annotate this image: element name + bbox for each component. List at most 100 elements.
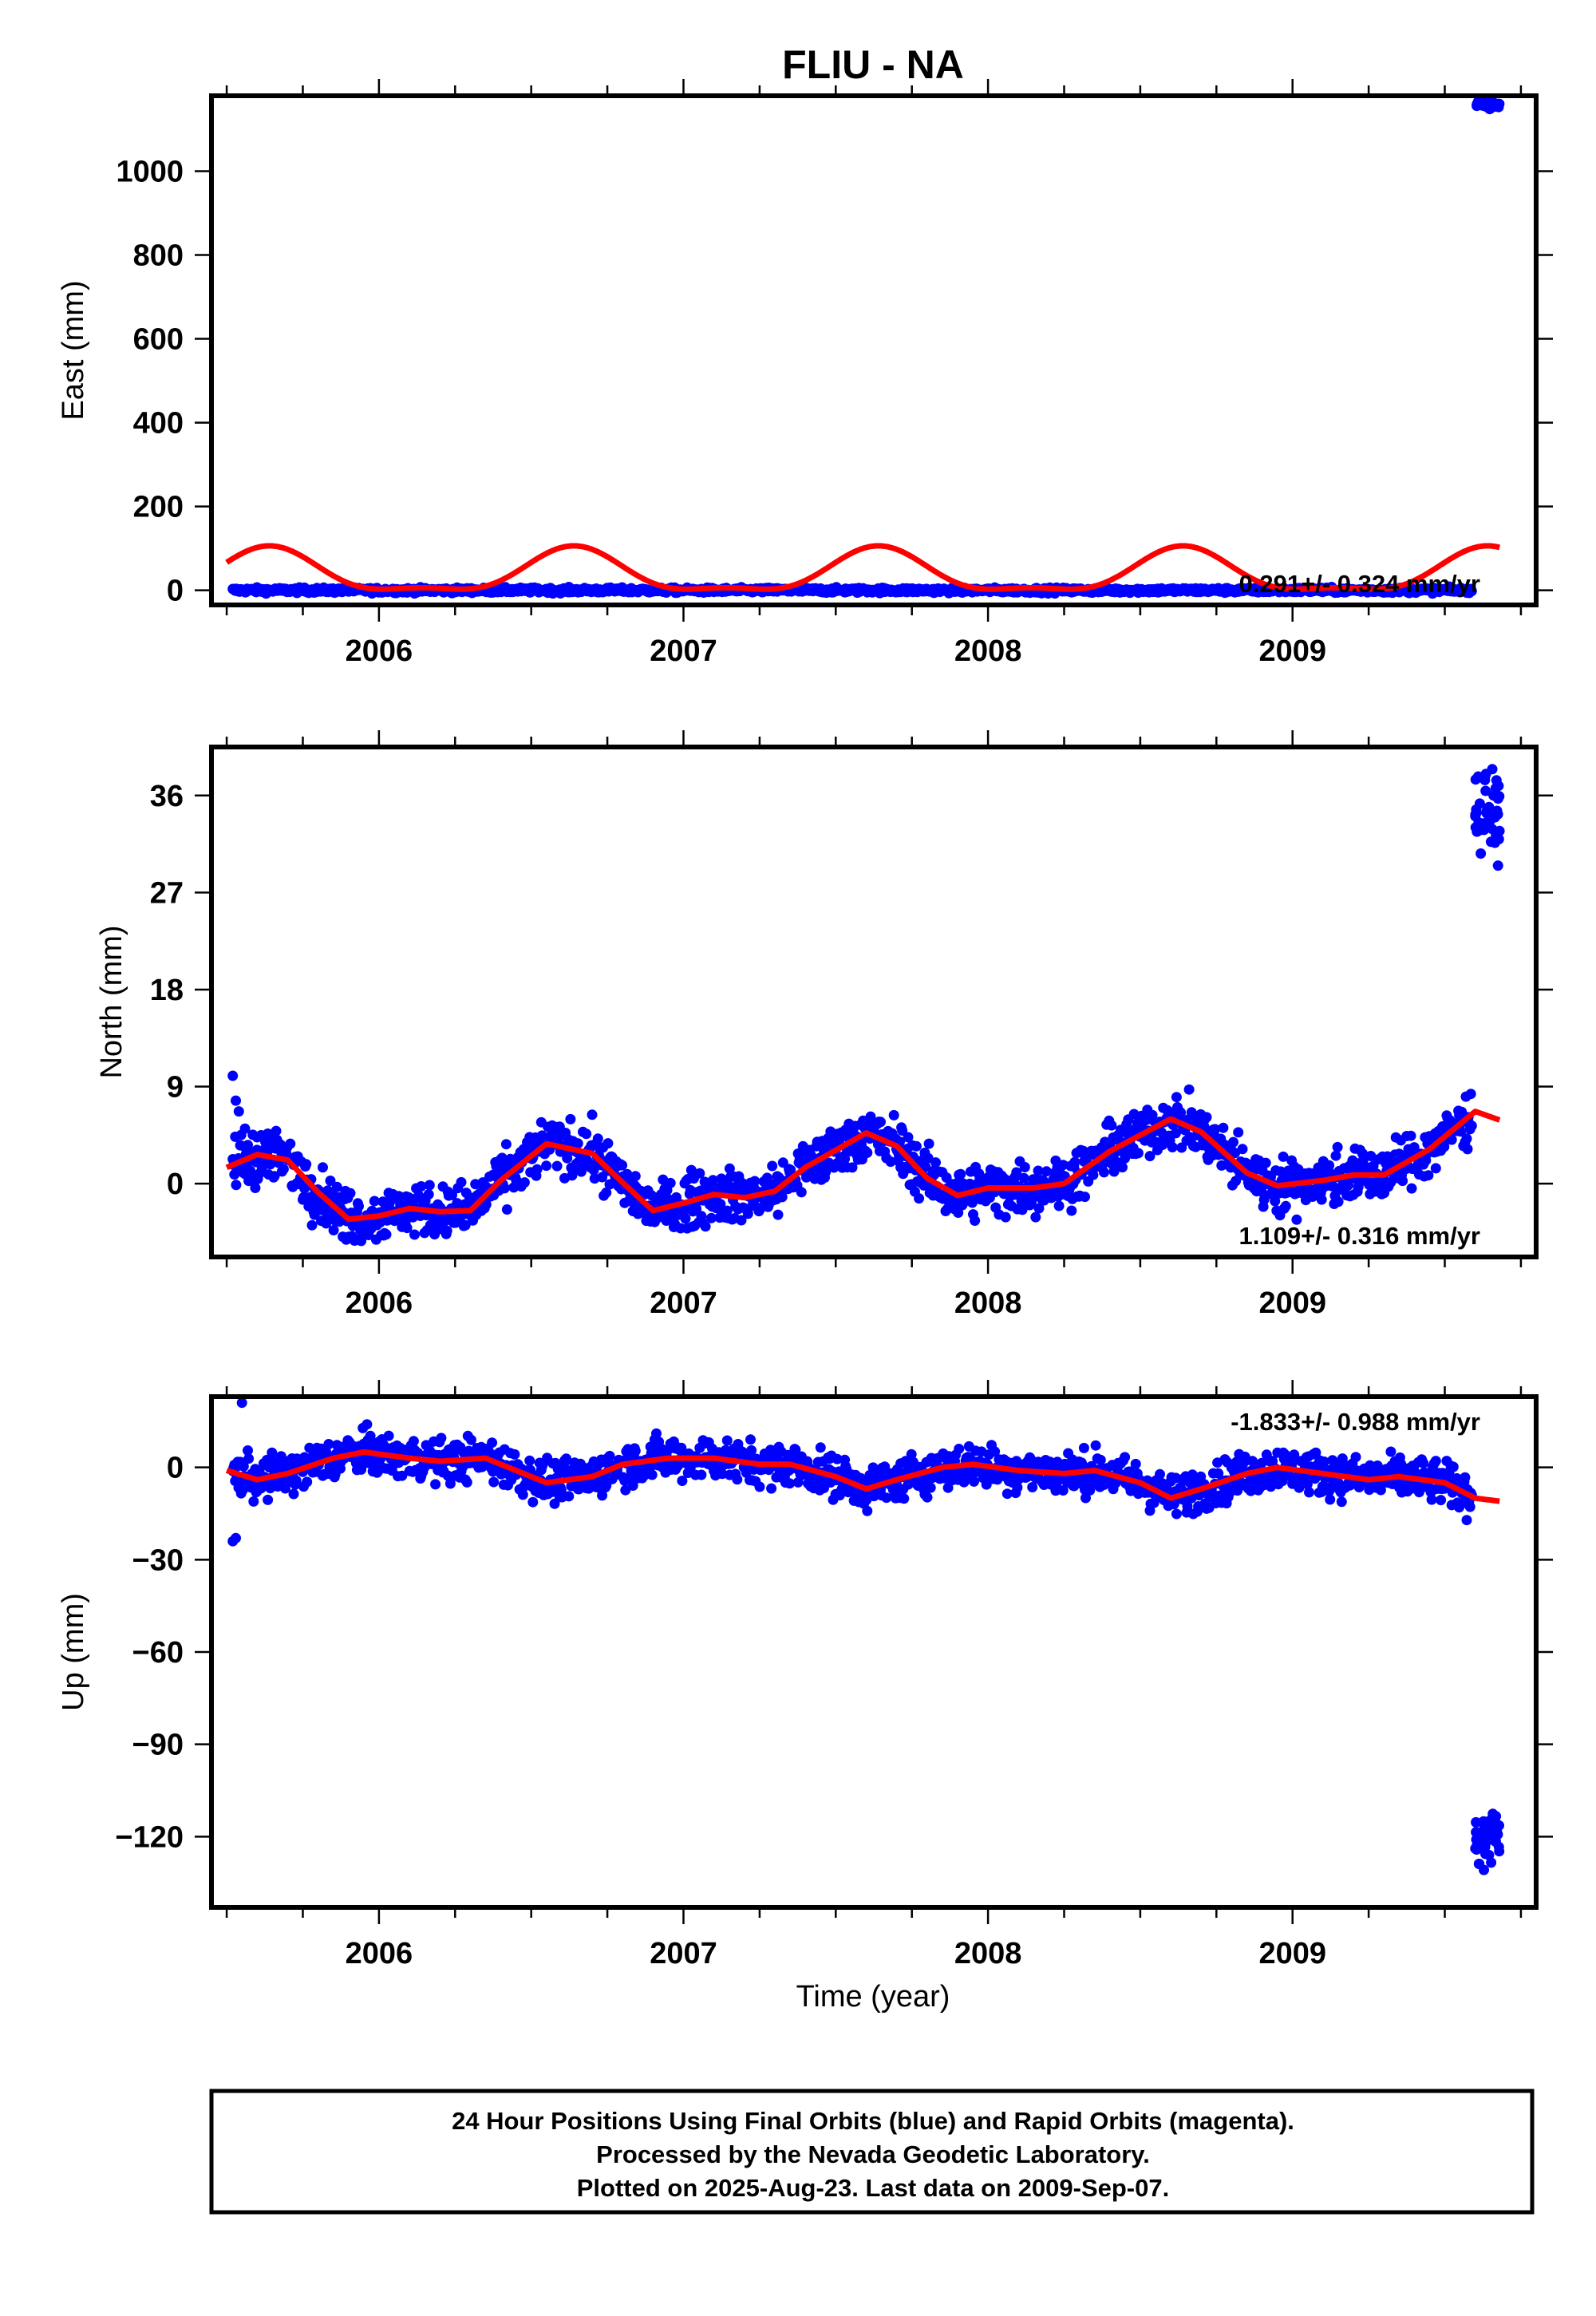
north-rate-label: 1.109+/- 0.316 mm/yr <box>1239 1222 1480 1250</box>
east-y-axis-label: East (mm) <box>57 280 90 420</box>
north-point <box>862 1147 873 1158</box>
north-point <box>500 1139 512 1150</box>
north-point <box>345 1188 356 1199</box>
north-point <box>691 1203 702 1214</box>
north-point <box>541 1160 552 1172</box>
up-point <box>524 1455 535 1466</box>
north-point <box>1492 860 1503 871</box>
north-point <box>441 1225 452 1236</box>
up-point <box>561 1453 572 1464</box>
up-point <box>466 1434 476 1445</box>
north-point <box>499 1183 510 1194</box>
page-title: FLIU - NA <box>782 42 964 87</box>
north-point <box>331 1181 342 1192</box>
north-point <box>685 1164 697 1176</box>
up-point <box>925 1482 936 1493</box>
north-point <box>742 1208 753 1219</box>
north-point <box>1260 1157 1271 1168</box>
up-point <box>597 1490 608 1501</box>
north-point <box>903 1132 914 1143</box>
up-point <box>1494 1846 1505 1857</box>
north-point <box>1493 781 1504 792</box>
north-point <box>325 1176 336 1186</box>
north-point <box>1018 1172 1029 1184</box>
footer-line-1: 24 Hour Positions Using Final Orbits (bl… <box>452 2107 1294 2135</box>
north-point <box>1228 1136 1238 1148</box>
up-final-points <box>227 1397 1505 1875</box>
east-x-tick-label: 2007 <box>650 634 717 668</box>
north-point <box>923 1138 934 1149</box>
north-point <box>1019 1162 1030 1172</box>
north-point <box>602 1138 614 1149</box>
up-point <box>1436 1495 1447 1506</box>
north-point <box>953 1207 964 1218</box>
north-point <box>401 1223 413 1234</box>
north-point <box>724 1163 735 1174</box>
up-point <box>1012 1482 1023 1493</box>
up-point <box>1426 1494 1437 1505</box>
north-point <box>1462 1144 1473 1155</box>
north-point <box>231 1180 242 1191</box>
north-point <box>665 1177 676 1188</box>
up-point <box>1304 1487 1314 1498</box>
up-point <box>231 1532 241 1543</box>
x-axis-label: Time (year) <box>796 1980 950 2014</box>
up-point <box>323 1439 334 1449</box>
north-point <box>705 1212 717 1223</box>
up-point <box>899 1493 910 1504</box>
north-point <box>785 1164 796 1176</box>
north-point <box>1483 821 1494 832</box>
east-model-curve <box>225 543 1502 592</box>
up-point <box>397 1470 408 1481</box>
up-point <box>1057 1485 1069 1496</box>
north-point <box>1480 785 1491 796</box>
north-point <box>1069 1156 1080 1168</box>
up-point <box>627 1480 638 1491</box>
north-point <box>1473 825 1484 836</box>
north-point <box>231 1095 241 1106</box>
north-point <box>1210 1124 1220 1135</box>
up-point <box>263 1494 274 1505</box>
up-point <box>238 1460 249 1472</box>
north-point <box>776 1192 788 1203</box>
north-point <box>1333 1196 1344 1207</box>
north-point <box>1120 1152 1131 1164</box>
east-y-tick-label: 400 <box>133 407 184 441</box>
north-point <box>519 1177 530 1188</box>
north-x-tick-label: 2009 <box>1258 1286 1326 1320</box>
north-point <box>1066 1205 1077 1216</box>
north-point <box>271 1125 282 1136</box>
north-point <box>914 1193 925 1204</box>
north-point <box>839 1153 851 1164</box>
north-point <box>1201 1112 1212 1123</box>
up-point <box>461 1476 472 1488</box>
north-point <box>1291 1214 1302 1225</box>
up-point <box>784 1478 796 1489</box>
east-x-tick-label: 2006 <box>346 634 413 668</box>
north-point <box>700 1221 711 1232</box>
north-point <box>318 1162 328 1173</box>
up-point <box>646 1469 658 1480</box>
north-point <box>911 1140 922 1152</box>
north-point <box>1332 1141 1343 1152</box>
north-point <box>1233 1127 1244 1138</box>
north-x-tick-label: 2007 <box>650 1286 717 1320</box>
north-point <box>1405 1130 1416 1141</box>
up-point <box>1027 1482 1038 1492</box>
north-point <box>772 1209 784 1220</box>
up-point <box>267 1447 278 1458</box>
up-point <box>1171 1508 1182 1520</box>
north-point <box>1030 1211 1041 1223</box>
up-point <box>922 1492 933 1503</box>
north-point <box>1033 1165 1044 1176</box>
north-point <box>531 1164 543 1175</box>
up-point <box>1350 1452 1361 1463</box>
north-point <box>617 1160 628 1171</box>
up-x-tick-label: 2008 <box>954 1937 1022 1970</box>
north-point <box>592 1133 603 1144</box>
up-point <box>942 1482 954 1493</box>
north-point <box>1117 1162 1128 1173</box>
up-point <box>1460 1472 1471 1483</box>
north-point <box>1132 1148 1144 1159</box>
up-point <box>408 1436 419 1447</box>
